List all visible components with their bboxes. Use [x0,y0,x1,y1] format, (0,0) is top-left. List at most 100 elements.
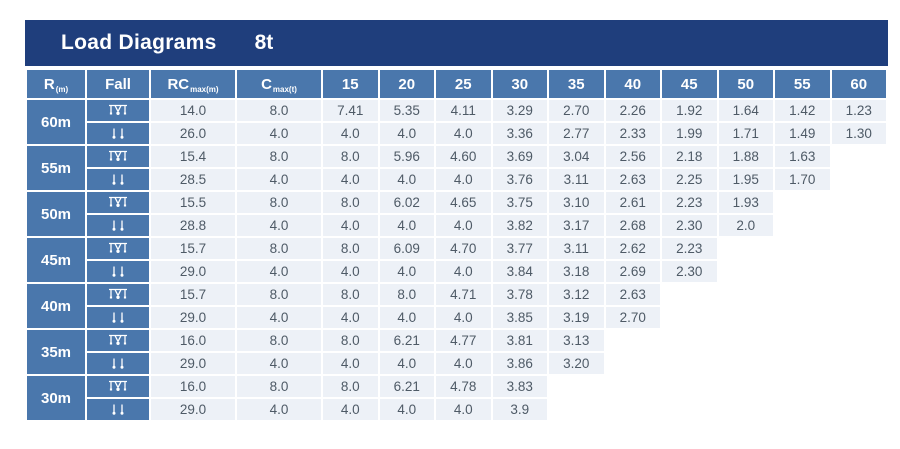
rc-max-cell: 14.0 [151,100,235,121]
fall-cell [87,169,149,190]
empty-cell [775,284,830,305]
empty-cell [662,399,717,420]
capacity-cell-r30: 3.77 [492,238,547,259]
empty-cell [775,192,830,213]
c-max-cell: 4.0 [237,399,321,420]
fall-cell [87,376,149,397]
header-radius-50: 50 [718,70,773,98]
c-max-cell: 8.0 [237,330,321,351]
capacity-cell-r15: 4.0 [323,169,378,190]
capacity-cell-r50: 1.88 [718,146,773,167]
capacity-label: 8t [254,31,274,54]
capacity-cell-r25: 4.71 [436,284,491,305]
table-row-45m-four-fall: 45m 15.7 8.0 8.0 6.09 4.70 3.77 3.11 2.62 2.23 [27,238,886,282]
fall-cell [87,146,149,167]
capacity-cell-r15: 4.0 [323,261,378,282]
capacity-cell-r30: 3.9 [492,399,547,420]
fall-cell [87,100,149,121]
capacity-cell-r55: 1.42 [775,100,830,121]
four-fall-icon [87,242,149,255]
capacity-cell-r35: 3.11 [549,238,604,259]
c-max-cell: 4.0 [237,307,321,328]
header-row: R(m) Fall RCmax(m) Cmax(t) 15 20 25 30 35 40 45 50 5… [27,70,886,98]
empty-cell [832,146,887,167]
table-row-35m-two-fall: 29.0 4.0 4.0 4.0 4.0 3.86 3.20 [27,353,886,374]
table-row-60m-four-fall: 60m 14.0 8.0 7.41 5.35 4.11 3.29 2.70 2.26 1.92 1.… [27,100,886,144]
capacity-cell-r20: 6.21 [379,330,434,351]
fall-cell [87,238,149,259]
capacity-cell-r40: 2.68 [605,215,660,236]
capacity-cell-r15: 8.0 [323,376,378,397]
empty-cell [719,284,774,305]
capacity-cell-r20: 4.0 [379,123,434,144]
jib-length-cell: 40m [27,284,85,328]
title-banner: Load Diagrams 8t [25,20,888,66]
jib-length-cell: 55m [27,146,85,190]
rc-max-cell: 16.0 [151,376,235,397]
empty-cell [832,353,887,374]
capacity-cell-r50: 1.93 [718,192,773,213]
header-c: Cmax(t) [237,70,321,98]
capacity-cell-r35: 2.70 [549,100,604,121]
jib-length-cell: 50m [27,192,85,236]
capacity-cell-r35: 3.19 [549,307,604,328]
empty-cell [832,215,887,236]
capacity-cell-r25: 4.77 [436,330,491,351]
empty-cell [775,376,830,397]
capacity-cell-r45: 2.23 [662,192,717,213]
table-row-50m-two-fall: 28.8 4.0 4.0 4.0 4.0 3.82 3.17 2.68 2.30 2.0 [27,215,886,236]
rc-max-cell: 15.7 [151,238,235,259]
empty-cell [832,169,887,190]
capacity-cell-r30: 3.75 [492,192,547,213]
empty-cell [775,215,830,236]
empty-cell [662,284,717,305]
empty-cell [662,376,717,397]
capacity-cell-r15: 8.0 [323,330,378,351]
header-radius-25: 25 [436,70,491,98]
four-fall-icon [87,150,149,163]
capacity-cell-r40: 2.61 [605,192,660,213]
capacity-cell-r35: 3.13 [549,330,604,351]
capacity-cell-r30: 3.83 [492,376,547,397]
capacity-cell-r30: 3.82 [492,215,547,236]
capacity-cell-r45: 2.25 [662,169,717,190]
fall-cell [87,330,149,351]
table-row-55m-two-fall: 28.5 4.0 4.0 4.0 4.0 3.76 3.11 2.63 2.25 1.95 1.70 [27,169,886,190]
jib-length-cell: 45m [27,238,85,282]
rc-max-cell: 29.0 [151,353,235,374]
table-row-35m-four-fall: 35m 16.0 8.0 8.0 6.21 4.77 3.81 3.13 [27,330,886,374]
rc-max-cell: 29.0 [151,261,235,282]
capacity-cell-r15: 4.0 [323,307,378,328]
two-fall-icon [87,357,149,370]
capacity-cell-r20: 4.0 [379,307,434,328]
empty-cell [606,376,661,397]
capacity-cell-r45: 2.23 [662,238,717,259]
capacity-cell-r15: 7.41 [323,100,378,121]
capacity-cell-r15: 4.0 [323,353,378,374]
empty-cell [775,238,830,259]
header-radius-20: 20 [379,70,434,98]
empty-cell [832,399,887,420]
c-max-cell: 4.0 [237,123,321,144]
header-radius-60: 60 [831,70,886,98]
two-fall-icon [87,173,149,186]
capacity-cell-r25: 4.0 [436,123,491,144]
capacity-cell-r25: 4.0 [436,399,491,420]
empty-cell [775,330,830,351]
capacity-cell-r40: 2.62 [605,238,660,259]
capacity-cell-r55: 1.63 [775,146,830,167]
empty-cell [719,307,774,328]
four-fall-icon [87,104,149,117]
four-fall-icon [87,196,149,209]
c-max-cell: 8.0 [237,192,321,213]
empty-cell [606,353,661,374]
rc-max-cell: 28.8 [151,215,235,236]
capacity-cell-r30: 3.78 [492,284,547,305]
capacity-cell-r35: 3.17 [549,215,604,236]
capacity-cell-r35: 2.77 [549,123,604,144]
capacity-cell-r30: 3.85 [492,307,547,328]
capacity-cell-r45: 1.92 [662,100,717,121]
empty-cell [719,330,774,351]
c-max-cell: 8.0 [237,100,321,121]
jib-length-cell: 35m [27,330,85,374]
